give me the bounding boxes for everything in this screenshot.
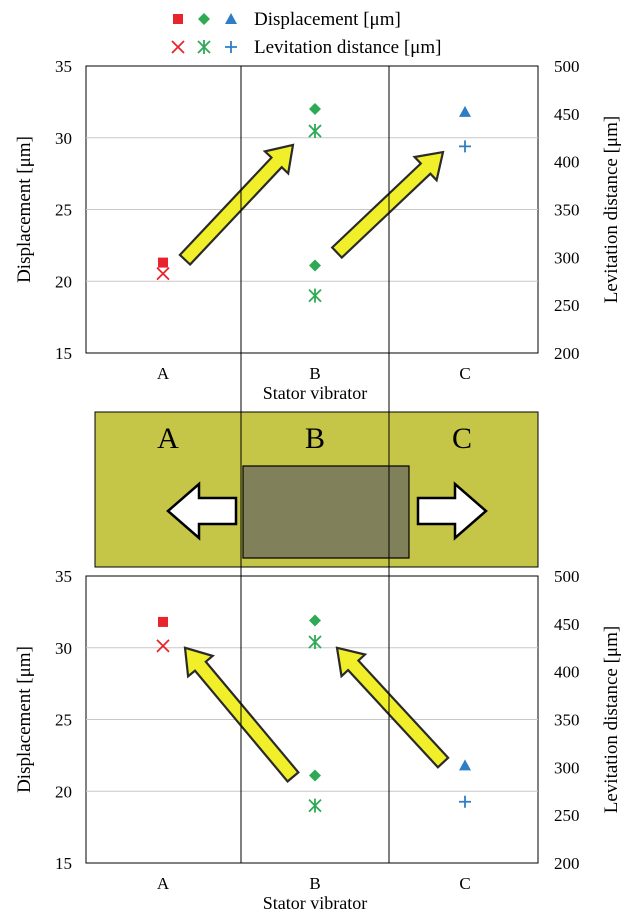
y2-tick-label: 250 [554,806,580,825]
stator-label-c: C [452,422,472,455]
x-tick-label: C [459,874,470,893]
data-point-triangle [459,105,471,117]
stator-label-a: A [157,422,179,455]
x-tick-label: B [309,874,320,893]
x-tick-label: B [309,364,320,383]
trend-arrow-icon [335,646,450,769]
y2-tick-label: 250 [554,296,580,315]
legend: Displacement [μm] Levitation distance [μm… [171,9,441,58]
x-tick-label: C [459,364,470,383]
y-tick-label: 25 [55,201,72,220]
legend-marker-triangle [225,13,237,24]
y2-axis-label: Levitation distance [μm] [601,626,622,813]
data-point-plus [459,140,471,153]
y-tick-label: 35 [55,567,72,586]
y2-axis-label: Levitation distance [μm] [601,116,622,303]
y-tick-label: 30 [55,129,72,148]
y2-tick-label: 500 [554,57,580,76]
y2-tick-label: 300 [554,758,580,777]
slider-block [242,465,410,559]
y2-tick-label: 450 [554,615,580,634]
y-tick-label: 30 [55,639,72,658]
data-point-asterisk [308,288,322,303]
trend-arrow-icon [183,646,300,783]
data-point-square [158,257,168,268]
data-point-x [156,639,170,653]
data-point-asterisk [308,124,322,139]
y2-tick-label: 300 [554,248,580,267]
trend-arrow-icon [330,150,445,260]
x-axis-label: Stator vibrator [263,383,367,403]
y2-tick-label: 350 [554,201,580,220]
legend-label-displacement: Displacement [μm] [254,9,401,30]
data-point-square [158,616,168,627]
trend-arrow-icon [178,143,295,267]
y-tick-label: 35 [55,57,72,76]
data-point-asterisk [308,798,322,813]
legend-marker-x [171,40,185,54]
y-tick-label: 20 [55,272,72,291]
legend-marker-square [173,14,183,24]
legend-marker-diamond [198,13,210,25]
category-dividers [240,66,390,863]
data-point-asterisk [308,635,322,650]
legend-marker-plus [225,41,237,53]
y2-tick-label: 350 [554,711,580,730]
left-arrow-icon [166,481,238,541]
y-tick-label: 15 [55,854,72,873]
y2-tick-label: 500 [554,567,580,586]
y2-tick-label: 200 [554,854,580,873]
right-arrow-icon [416,481,488,541]
y-axis-label: Displacement [μm] [14,136,35,283]
legend-label-levitation: Levitation distance [μm] [254,37,441,58]
stator-label-b: B [305,422,325,455]
data-point-diamond [309,103,321,116]
top-chart: 15 20 25 30 35 200 250 300 350 400 450 500 A B C Stator… [14,57,622,403]
y-axis-label: Displacement [μm] [14,646,35,793]
x-tick-label: A [157,364,170,383]
data-point-x [156,266,170,281]
data-point-triangle [459,759,471,771]
legend-marker-asterisk [197,40,211,54]
x-tick-label: A [157,874,170,893]
y2-tick-label: 400 [554,153,580,172]
data-point-diamond [309,769,321,782]
y2-tick-label: 450 [554,105,580,124]
data-point-diamond [309,259,321,272]
y-tick-label: 20 [55,782,72,801]
y-tick-label: 15 [55,344,72,363]
data-point-plus [459,795,471,808]
stator-diagram: A B C [94,411,539,568]
y2-tick-label: 200 [554,344,580,363]
y2-tick-label: 400 [554,663,580,682]
y-tick-label: 25 [55,711,72,730]
x-axis-label: Stator vibrator [263,893,367,913]
data-point-diamond [309,614,321,627]
bottom-chart: 15 20 25 30 35 200 250 300 350 400 450 500 A B C Stator… [14,567,622,913]
